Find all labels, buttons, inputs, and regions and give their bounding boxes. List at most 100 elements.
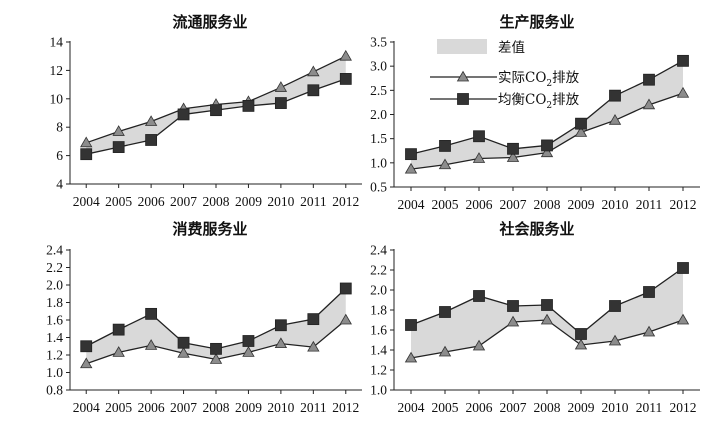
x-tick-label: 2010 <box>267 400 294 415</box>
balanced-point <box>307 313 320 326</box>
balanced-point <box>405 319 417 331</box>
balanced-point <box>80 340 93 353</box>
y-tick-label: 10 <box>50 91 64 106</box>
y-tick-label: 1.8 <box>46 295 63 310</box>
actual-point <box>80 136 93 148</box>
x-tick-label: 2008 <box>534 400 561 415</box>
balanced-point <box>677 262 689 274</box>
legend-diff-swatch <box>437 39 487 54</box>
actual-point <box>112 125 125 136</box>
balanced-point <box>473 130 485 143</box>
x-tick-label: 2010 <box>602 400 629 415</box>
y-tick-label: 1.0 <box>46 365 63 380</box>
x-tick-label: 2004 <box>73 400 100 415</box>
balanced-point <box>575 328 587 340</box>
balanced-point <box>210 342 222 355</box>
x-tick-label: 2009 <box>568 197 595 212</box>
x-tick-label: 2009 <box>235 194 262 209</box>
actual-point <box>404 351 418 363</box>
x-tick-label: 2012 <box>332 194 359 209</box>
actual-point <box>209 353 223 364</box>
balanced-point <box>609 300 621 312</box>
x-tick-label: 2010 <box>602 197 629 212</box>
balanced-point <box>643 73 655 86</box>
actual-point <box>574 126 588 137</box>
actual-point <box>574 338 588 350</box>
x-tick-label: 2009 <box>568 400 595 415</box>
balanced-point <box>177 336 190 349</box>
actual-point <box>506 315 520 327</box>
balanced-point <box>112 141 125 153</box>
x-tick-label: 2005 <box>105 400 132 415</box>
balanced-point <box>177 108 190 121</box>
y-tick-label: 2.2 <box>370 263 387 278</box>
y-tick-label: 4 <box>56 177 63 192</box>
y-tick-label: 3.5 <box>370 35 387 50</box>
x-tick-label: 2011 <box>636 400 663 415</box>
balanced-point <box>145 134 158 146</box>
x-tick-label: 2007 <box>170 194 197 209</box>
y-tick-label: 1.4 <box>46 330 63 345</box>
y-tick-label: 1.6 <box>370 323 387 338</box>
y-tick-label: 8 <box>56 120 63 135</box>
balanced-point <box>339 73 352 85</box>
actual-point <box>608 114 622 125</box>
actual-point <box>676 313 690 325</box>
x-tick-label: 2006 <box>466 197 493 212</box>
x-tick-label: 2011 <box>636 197 663 212</box>
actual-point <box>642 98 656 110</box>
actual-point <box>339 49 352 61</box>
legend: 差值 实际CO2排放 均衡CO2排放 <box>430 39 580 111</box>
gap-area <box>411 268 683 358</box>
x-tick-label: 2010 <box>267 194 294 209</box>
chart-panel-2: 生产服务业 0.5 1.0 1.5 2.0 2.5 3.0 3.5 2004 2005 2006 20… <box>370 13 700 212</box>
x-tick-label: 2008 <box>534 197 561 212</box>
balanced-point <box>274 97 287 109</box>
y-tick-label: 6 <box>56 148 63 163</box>
balanced-point <box>112 323 125 336</box>
x-tick-label: 2012 <box>332 400 359 415</box>
y-tick-label: 1.8 <box>370 303 387 318</box>
x-tick-label: 2011 <box>300 194 327 209</box>
y-tick-label: 1.0 <box>370 155 387 170</box>
actual-point <box>307 65 320 77</box>
balanced-point <box>80 148 93 161</box>
x-tick-label: 2008 <box>203 194 230 209</box>
balanced-point <box>439 140 451 152</box>
x-tick-label: 2012 <box>670 197 697 212</box>
y-tick-label: 3.0 <box>370 59 387 74</box>
y-tick-label: 0.8 <box>46 383 63 398</box>
x-tick-label: 2012 <box>670 400 697 415</box>
actual-point <box>242 346 255 357</box>
y-tick-label: 14 <box>50 35 64 50</box>
y-tick-label: 2.0 <box>46 278 63 293</box>
x-tick-label: 2005 <box>432 400 459 415</box>
balanced-point <box>242 335 255 347</box>
x-tick-label: 2008 <box>203 400 230 415</box>
x-tick-label: 2006 <box>138 194 165 209</box>
balanced-point <box>439 306 451 318</box>
y-tick-label: 0.5 <box>370 180 387 195</box>
balanced-point <box>405 148 417 161</box>
balanced-point <box>677 54 689 67</box>
actual-point <box>608 334 622 346</box>
balanced-point <box>541 299 553 311</box>
actual-point <box>506 151 520 162</box>
chart-panel-4: 社会服务业 1.0 1.2 1.4 1.6 1.8 2.0 2.2 2.4 2004 2005 200… <box>370 220 700 415</box>
chart-title: 消费服务业 <box>172 220 247 238</box>
x-tick-label: 2005 <box>432 197 459 212</box>
x-tick-label: 2006 <box>466 400 493 415</box>
actual-point <box>472 339 486 351</box>
y-tick-label: 1.2 <box>46 348 63 363</box>
x-tick-label: 2011 <box>300 400 327 415</box>
y-tick-label: 12 <box>50 63 64 78</box>
y-tick-label: 1.0 <box>370 383 387 398</box>
balanced-point <box>145 307 158 320</box>
x-tick-label: 2009 <box>235 400 262 415</box>
x-tick-label: 2004 <box>73 194 100 209</box>
balanced-point <box>643 286 655 298</box>
actual-point <box>112 346 125 357</box>
y-tick-label: 1.5 <box>370 131 387 146</box>
balanced-point <box>242 100 255 112</box>
